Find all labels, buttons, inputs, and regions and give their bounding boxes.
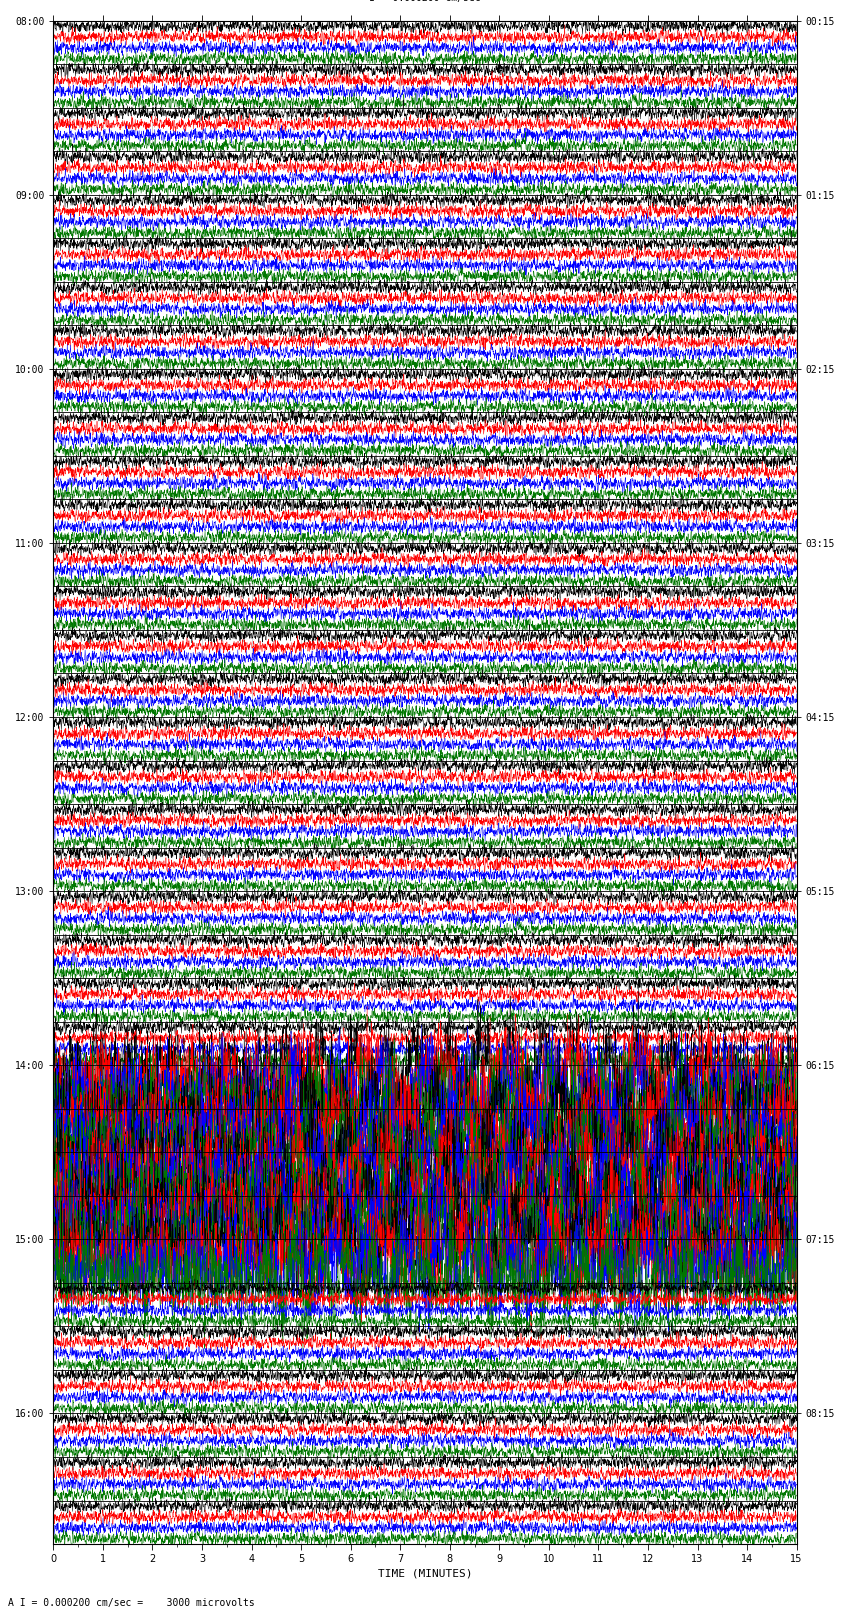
Text: I = 0.000200 cm/sec: I = 0.000200 cm/sec xyxy=(369,0,481,3)
Text: A I = 0.000200 cm/sec =    3000 microvolts: A I = 0.000200 cm/sec = 3000 microvolts xyxy=(8,1598,255,1608)
X-axis label: TIME (MINUTES): TIME (MINUTES) xyxy=(377,1569,473,1579)
